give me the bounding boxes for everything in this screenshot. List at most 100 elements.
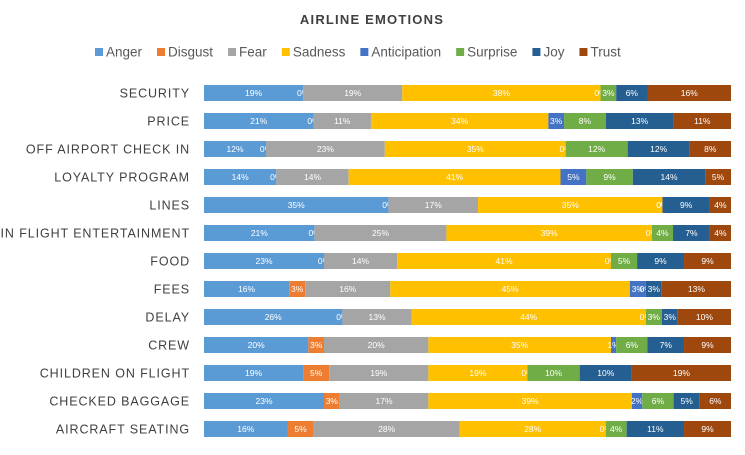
data-label: 12% (650, 144, 667, 154)
data-label: 16% (339, 284, 356, 294)
bar-segment-surprise (564, 113, 606, 129)
data-label: 3% (664, 312, 677, 322)
data-label: 12% (588, 144, 605, 154)
bar-segment-trust (709, 197, 731, 213)
data-label: 19% (245, 88, 262, 98)
bar-segment-joy (626, 421, 685, 437)
data-label: 5% (294, 424, 307, 434)
data-label: 5% (681, 396, 694, 406)
data-label: 9% (701, 256, 714, 266)
bar-segment-trust (684, 253, 731, 269)
legend-swatch (281, 48, 290, 56)
bar-segment-trust (677, 309, 731, 325)
bar-segment-sadness (348, 169, 561, 185)
bar-segment-trust (709, 225, 731, 241)
data-label: 38% (493, 88, 510, 98)
bar-segment-anticipation (629, 281, 646, 297)
bar-segment-sadness (446, 225, 652, 241)
data-label: 2% (631, 396, 644, 406)
bar-segment-trust (705, 169, 731, 185)
bar-segment-joy (673, 393, 700, 409)
data-label: 6% (626, 88, 639, 98)
category-label: CHECKED BAGGAGE (49, 395, 190, 409)
bar-segment-trust (684, 337, 731, 353)
data-label: 28% (524, 424, 541, 434)
bar-segment-joy (662, 197, 710, 213)
data-label: 45% (502, 284, 519, 294)
category-label: LOYALTY PROGRAM (54, 171, 190, 185)
data-label: 10% (545, 368, 562, 378)
legend: Anger Disgust Fear Sadness Anticipation Surpr… (95, 45, 621, 60)
bar-row: 20% 3% 20% 35% 1% 6% 7% 9% (204, 337, 731, 353)
data-label: 28% (378, 424, 395, 434)
data-label: 4% (714, 228, 727, 238)
bar-segment-sadness (428, 337, 611, 353)
data-label: 14% (352, 256, 369, 266)
bar-segment-fear (339, 393, 429, 409)
bar-segment-joy (645, 281, 662, 297)
legend-item-joy: Joy (532, 45, 565, 60)
bar-segment-fear (324, 253, 398, 269)
data-label: 9% (701, 424, 714, 434)
bar-row: 16%5%28%28%0%4%11%9% (204, 421, 731, 437)
bar-segment-anger (204, 141, 266, 157)
data-label: 35% (511, 340, 528, 350)
bar-segment-anticipation (610, 337, 617, 353)
bar-row: 26%0%13%44%0%3%3%10% (204, 309, 731, 325)
bar-segment-joy (632, 169, 706, 185)
bar-segment-joy (616, 85, 648, 101)
category-label: AIRCRAFT SEATING (56, 423, 190, 437)
bar-segment-anger (204, 113, 314, 129)
category-label: CHILDREN ON FLIGHT (40, 367, 190, 381)
data-label: 10% (696, 312, 713, 322)
data-label: 3% (550, 116, 563, 126)
bar-segment-fear (276, 169, 349, 185)
data-label: 19% (673, 368, 690, 378)
data-label: 3% (648, 284, 661, 294)
bar-segment-anger (204, 365, 304, 381)
data-label: 35% (288, 200, 305, 210)
bar-segment-anticipation (560, 169, 587, 185)
legend-label: Fear (239, 45, 267, 60)
bar-segment-sadness (384, 141, 566, 157)
legend-item-surprise: Surprise (456, 45, 517, 60)
bar-segment-sadness (390, 281, 630, 297)
bar-segment-surprise (527, 365, 580, 381)
bar-segment-fear (324, 337, 429, 353)
legend-swatch (360, 48, 369, 56)
bar-segment-disgust (287, 421, 314, 437)
data-label: 1% (607, 340, 620, 350)
bar-row: 35%0%17%35%0%0%9%4% (204, 197, 731, 213)
data-label: 20% (248, 340, 265, 350)
data-label: 3% (648, 312, 661, 322)
data-label: 19% (469, 368, 486, 378)
category-label: LINES (149, 199, 190, 213)
data-label: 3% (291, 284, 304, 294)
legend-label: Joy (543, 45, 564, 60)
legend-swatch (532, 48, 541, 56)
bar-row: 19%5%19%19%0%10%10%19% (204, 365, 731, 381)
bar-segment-surprise (586, 169, 633, 185)
bar-segment-anticipation (631, 393, 643, 409)
data-label: 39% (541, 228, 558, 238)
bar-segment-anger (204, 393, 325, 409)
legend-item-trust: Trust (579, 45, 621, 60)
data-label: 9% (680, 200, 693, 210)
bar-segment-surprise (610, 253, 638, 269)
legend-swatch (228, 48, 237, 56)
category-label: FEES (154, 283, 190, 297)
bar-segment-anger (204, 281, 290, 297)
data-label: 23% (255, 396, 272, 406)
bar-segment-sadness (370, 113, 549, 129)
legend-item-fear: Fear (228, 45, 267, 60)
data-label: 35% (562, 200, 579, 210)
data-label: 6% (709, 396, 722, 406)
bar-segment-fear (388, 197, 479, 213)
data-label: 44% (520, 312, 537, 322)
bar-row: 16%3%16%45%3%0%3%13% (204, 281, 731, 297)
bar-segment-trust (673, 113, 731, 129)
data-label: 5% (310, 368, 323, 378)
bar-segment-anger (204, 253, 325, 269)
data-label: 19% (370, 368, 387, 378)
